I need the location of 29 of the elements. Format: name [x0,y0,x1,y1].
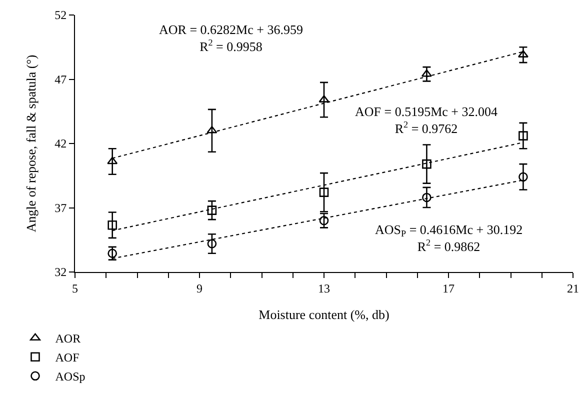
y-tick-label: 37 [54,200,67,215]
legend-label: AOR [55,332,81,346]
legend-label: AOF [55,350,80,365]
point [422,192,432,202]
point [421,69,432,77]
legend-label: AOSp [55,370,86,384]
y-tick-label: 52 [54,8,67,22]
annotation: AOS$_{P}$ = 0.4616Mc + 30.192 R$^{2}$ = 0.9862 [375,222,523,254]
point [107,156,118,164]
point [319,216,329,226]
x-tick-label: 13 [318,281,330,296]
annotation: AOR = 0.6282Mc + 36.959 R$^{2}$ = 0.9958 [159,22,303,54]
x-tick-label: 5 [72,281,78,296]
x-axis-title: Moisture content (%, db) [258,307,390,322]
x-tick-label: 9 [196,281,202,296]
point [319,188,329,197]
x-tick-label: 17 [442,281,454,296]
point [518,131,528,140]
point [108,220,117,230]
point [518,172,528,182]
point [207,206,217,215]
x-tick-label: 21 [567,281,579,296]
annotation: AOF = 0.5195Mc + 32.004 R$^{2}$ = 0.9762 [355,104,498,136]
y-tick-label: 32 [54,265,67,280]
point [207,239,217,248]
y-tick-label: 42 [54,136,67,151]
y-axis-title: Angle of repose, fall & spatula (°) [24,54,39,232]
point [422,159,432,169]
y-tick-label: 47 [54,72,67,86]
